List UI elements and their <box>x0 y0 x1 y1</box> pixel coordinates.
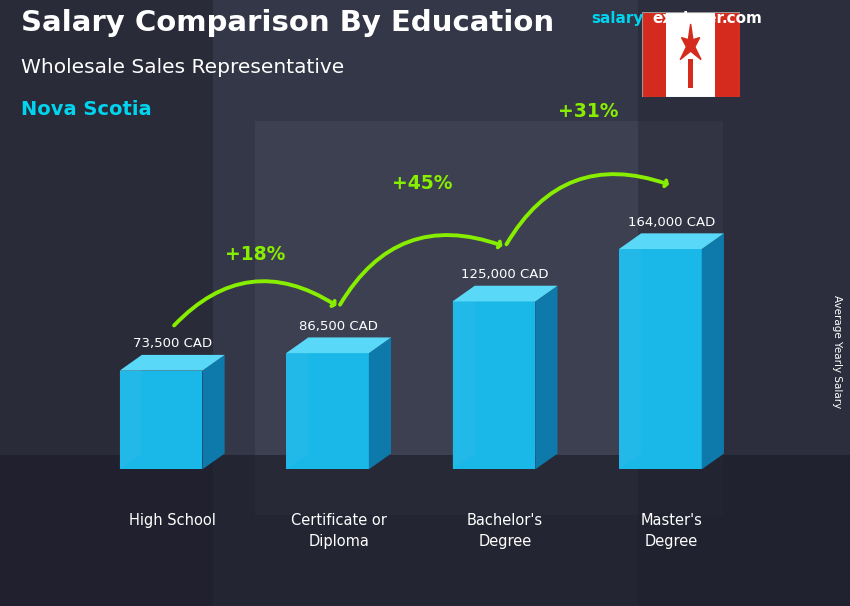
Text: salary: salary <box>591 11 643 26</box>
Polygon shape <box>452 285 475 469</box>
Polygon shape <box>120 355 142 469</box>
Polygon shape <box>619 233 641 469</box>
Bar <box>666 12 715 97</box>
Text: Salary Comparison By Education: Salary Comparison By Education <box>21 9 554 37</box>
Text: Average Yearly Salary: Average Yearly Salary <box>832 295 842 408</box>
Polygon shape <box>286 338 391 353</box>
Polygon shape <box>120 355 224 371</box>
Text: .com: .com <box>722 11 762 26</box>
Polygon shape <box>536 285 558 469</box>
Bar <box>638 0 850 606</box>
Bar <box>255 121 722 515</box>
Bar <box>642 12 666 97</box>
Polygon shape <box>369 338 391 469</box>
Polygon shape <box>286 338 309 469</box>
Polygon shape <box>680 24 701 59</box>
Polygon shape <box>619 249 702 469</box>
Bar <box>688 59 693 88</box>
Text: Master's
Degree: Master's Degree <box>641 513 702 549</box>
Text: +18%: +18% <box>225 245 286 264</box>
Polygon shape <box>120 371 202 469</box>
Polygon shape <box>619 233 724 249</box>
Text: +45%: +45% <box>392 174 452 193</box>
Text: explorer: explorer <box>652 11 724 26</box>
Bar <box>715 12 740 97</box>
Polygon shape <box>202 355 224 469</box>
Polygon shape <box>702 233 724 469</box>
Text: 164,000 CAD: 164,000 CAD <box>628 216 715 229</box>
Polygon shape <box>452 301 536 469</box>
Text: Wholesale Sales Representative: Wholesale Sales Representative <box>21 58 344 76</box>
Text: 86,500 CAD: 86,500 CAD <box>299 320 378 333</box>
Polygon shape <box>286 353 369 469</box>
Text: Certificate or
Diploma: Certificate or Diploma <box>291 513 387 549</box>
Text: Bachelor's
Degree: Bachelor's Degree <box>467 513 543 549</box>
Text: High School: High School <box>128 513 216 528</box>
Bar <box>0 0 212 606</box>
Text: Nova Scotia: Nova Scotia <box>21 100 152 119</box>
Text: 125,000 CAD: 125,000 CAD <box>462 268 549 281</box>
Text: +31%: +31% <box>558 102 619 121</box>
Bar <box>0 454 850 606</box>
Text: 73,500 CAD: 73,500 CAD <box>133 338 212 350</box>
Polygon shape <box>452 285 558 301</box>
